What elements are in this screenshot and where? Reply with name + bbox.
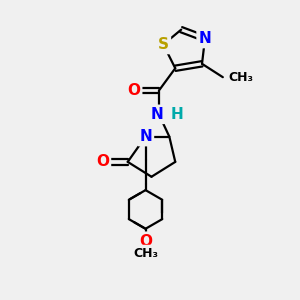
Text: O: O bbox=[127, 83, 140, 98]
Text: CH₃: CH₃ bbox=[133, 247, 158, 260]
Text: S: S bbox=[158, 37, 169, 52]
Text: H: H bbox=[170, 107, 183, 122]
Text: N: N bbox=[199, 31, 212, 46]
Text: N: N bbox=[151, 107, 164, 122]
Text: CH₃: CH₃ bbox=[228, 71, 253, 84]
Text: N: N bbox=[139, 129, 152, 144]
Text: O: O bbox=[139, 234, 152, 249]
Text: O: O bbox=[96, 154, 109, 169]
